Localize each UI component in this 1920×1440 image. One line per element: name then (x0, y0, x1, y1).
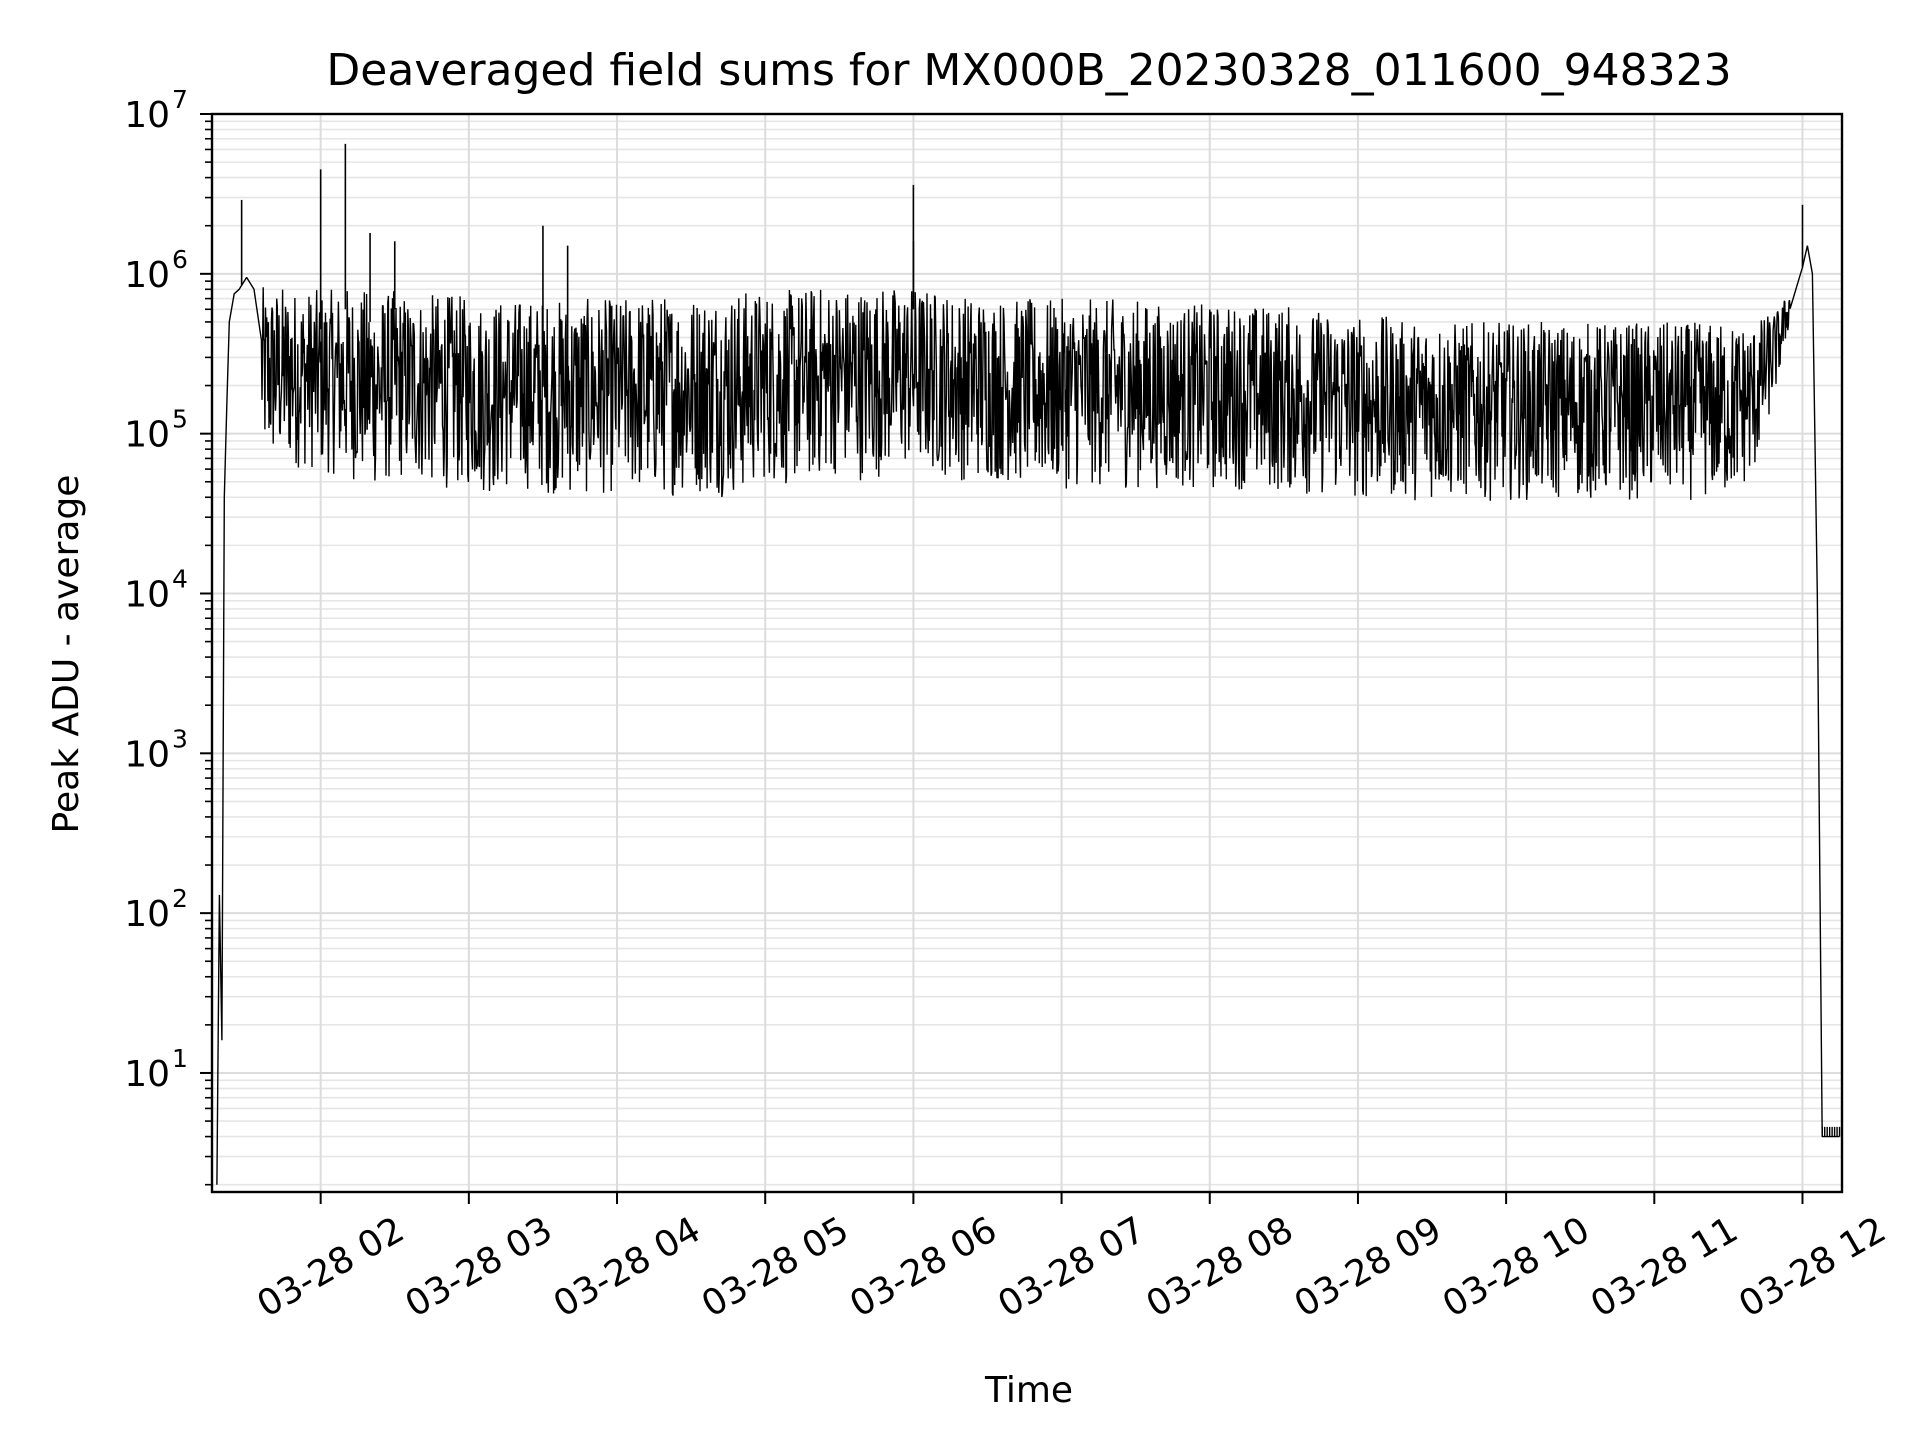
y-tick-exponent: 4 (172, 564, 188, 593)
y-tick-label: 10 (124, 95, 170, 136)
y-tick-exponent: 5 (172, 405, 188, 434)
y-tick-exponent: 7 (172, 85, 188, 114)
y-axis-label: Peak ADU - average (46, 475, 87, 834)
y-tick-label: 10 (124, 894, 170, 935)
y-tick-exponent: 1 (172, 1044, 188, 1073)
y-tick-label: 10 (124, 255, 170, 296)
x-axis-label: Time (984, 1370, 1073, 1411)
y-tick-label: 10 (124, 734, 170, 775)
axes-frame (210, 112, 1844, 1194)
chart-title: Deaveraged field sums for MX000B_2023032… (326, 45, 1731, 96)
data-series-line (216, 245, 1840, 1185)
y-tick-exponent: 6 (172, 245, 188, 274)
grid (212, 113, 1842, 1192)
y-tick-label: 10 (124, 1054, 170, 1095)
y-tick-label: 10 (124, 574, 170, 615)
plot-area (216, 143, 1841, 1185)
y-tick-label: 10 (124, 415, 170, 456)
y-tick-exponent: 3 (172, 724, 188, 753)
y-tick-exponent: 2 (172, 884, 188, 913)
